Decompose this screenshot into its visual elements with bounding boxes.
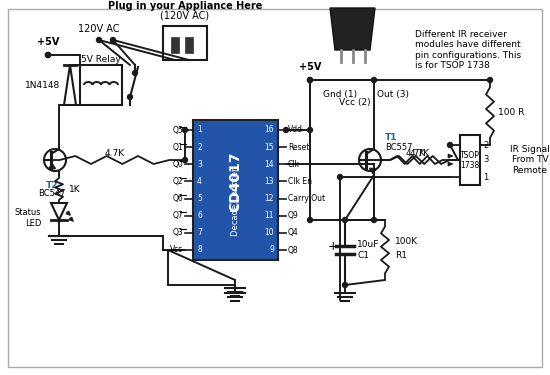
Circle shape <box>96 38 102 42</box>
Text: 12: 12 <box>265 194 274 203</box>
Text: 4: 4 <box>197 177 202 186</box>
Text: Q2: Q2 <box>172 177 183 186</box>
Text: 13: 13 <box>265 177 274 186</box>
Circle shape <box>343 282 348 288</box>
Text: Plug in your Appliance Here: Plug in your Appliance Here <box>108 1 262 11</box>
Text: T1: T1 <box>385 134 398 142</box>
Text: Q9: Q9 <box>288 211 299 220</box>
Text: R1: R1 <box>395 252 407 261</box>
Text: +: + <box>328 240 338 252</box>
Text: Vss: Vss <box>170 246 183 255</box>
Text: 11: 11 <box>265 211 274 220</box>
Text: 1N4148: 1N4148 <box>25 81 60 90</box>
Circle shape <box>111 38 116 42</box>
Text: IR Signal
From TV
Remote: IR Signal From TV Remote <box>510 145 550 175</box>
Text: Q4: Q4 <box>288 228 299 237</box>
Text: Q6: Q6 <box>172 194 183 203</box>
Text: 1738: 1738 <box>460 160 480 170</box>
Text: Clk: Clk <box>288 160 300 169</box>
Text: 5V Relay: 5V Relay <box>81 54 121 63</box>
Text: Different IR receiver
modules have different
pin configurations. This
is for TSO: Different IR receiver modules have diffe… <box>415 30 521 70</box>
Circle shape <box>338 174 343 180</box>
Text: 1: 1 <box>197 126 202 135</box>
Text: CD4017: CD4017 <box>228 152 243 212</box>
Text: 3: 3 <box>483 156 488 165</box>
Text: 2: 2 <box>483 141 488 150</box>
Circle shape <box>183 128 188 132</box>
Circle shape <box>46 53 51 57</box>
Text: 3: 3 <box>197 160 202 169</box>
Text: Gnd (1): Gnd (1) <box>323 90 357 99</box>
Polygon shape <box>330 8 375 50</box>
Text: 5: 5 <box>197 194 202 203</box>
Text: Clk En: Clk En <box>288 177 312 186</box>
Text: 10uF
C1: 10uF C1 <box>357 240 379 260</box>
Circle shape <box>307 217 312 222</box>
Bar <box>80 65 122 105</box>
Text: 14: 14 <box>265 160 274 169</box>
Circle shape <box>307 128 312 132</box>
Text: Vcc (2): Vcc (2) <box>339 99 371 108</box>
Text: 1: 1 <box>483 172 488 182</box>
Text: (120V AC): (120V AC) <box>161 11 210 21</box>
Text: Status
LED: Status LED <box>14 208 41 228</box>
Text: +5V: +5V <box>37 37 59 47</box>
Text: Q7: Q7 <box>172 211 183 220</box>
Text: 4.7K: 4.7K <box>104 148 124 158</box>
Circle shape <box>133 70 138 75</box>
Text: Q1: Q1 <box>172 142 183 152</box>
Bar <box>171 37 179 53</box>
Circle shape <box>283 128 289 132</box>
Circle shape <box>487 78 492 82</box>
Text: 2: 2 <box>197 142 202 152</box>
Circle shape <box>128 94 133 99</box>
Text: 120V AC: 120V AC <box>78 24 120 34</box>
Text: Q5: Q5 <box>172 126 183 135</box>
Bar <box>460 135 480 185</box>
Circle shape <box>371 217 377 222</box>
Text: 9: 9 <box>269 246 274 255</box>
Text: 10: 10 <box>265 228 274 237</box>
Text: 100K: 100K <box>395 237 418 246</box>
Text: 4.7K: 4.7K <box>410 148 430 158</box>
Text: +5V: +5V <box>299 62 321 72</box>
Circle shape <box>343 217 348 222</box>
Circle shape <box>448 142 453 147</box>
Circle shape <box>183 158 188 162</box>
Text: 7: 7 <box>197 228 202 237</box>
Text: 6: 6 <box>197 211 202 220</box>
Circle shape <box>46 53 51 57</box>
Bar <box>185 37 193 53</box>
Text: Q3: Q3 <box>172 228 183 237</box>
Text: 1K: 1K <box>69 184 81 194</box>
Text: 8: 8 <box>197 246 202 255</box>
Text: T2: T2 <box>46 180 58 189</box>
Text: Reset: Reset <box>288 142 309 152</box>
Text: BC547: BC547 <box>39 189 66 198</box>
Text: 4.7K: 4.7K <box>406 148 426 158</box>
Bar <box>193 120 278 260</box>
Text: Decade Counter: Decade Counter <box>231 168 240 236</box>
Circle shape <box>371 78 377 82</box>
Text: Vdd: Vdd <box>288 126 303 135</box>
Text: BC557: BC557 <box>385 142 412 152</box>
Text: Q0: Q0 <box>172 160 183 169</box>
Circle shape <box>307 78 312 82</box>
Text: TSOP: TSOP <box>460 150 480 159</box>
Circle shape <box>307 78 312 82</box>
Text: Carry Out: Carry Out <box>288 194 325 203</box>
Text: 15: 15 <box>265 142 274 152</box>
Bar <box>163 26 207 60</box>
Text: Out (3): Out (3) <box>377 90 409 99</box>
Text: 16: 16 <box>265 126 274 135</box>
Text: Q8: Q8 <box>288 246 299 255</box>
Text: 100 R: 100 R <box>498 108 524 117</box>
